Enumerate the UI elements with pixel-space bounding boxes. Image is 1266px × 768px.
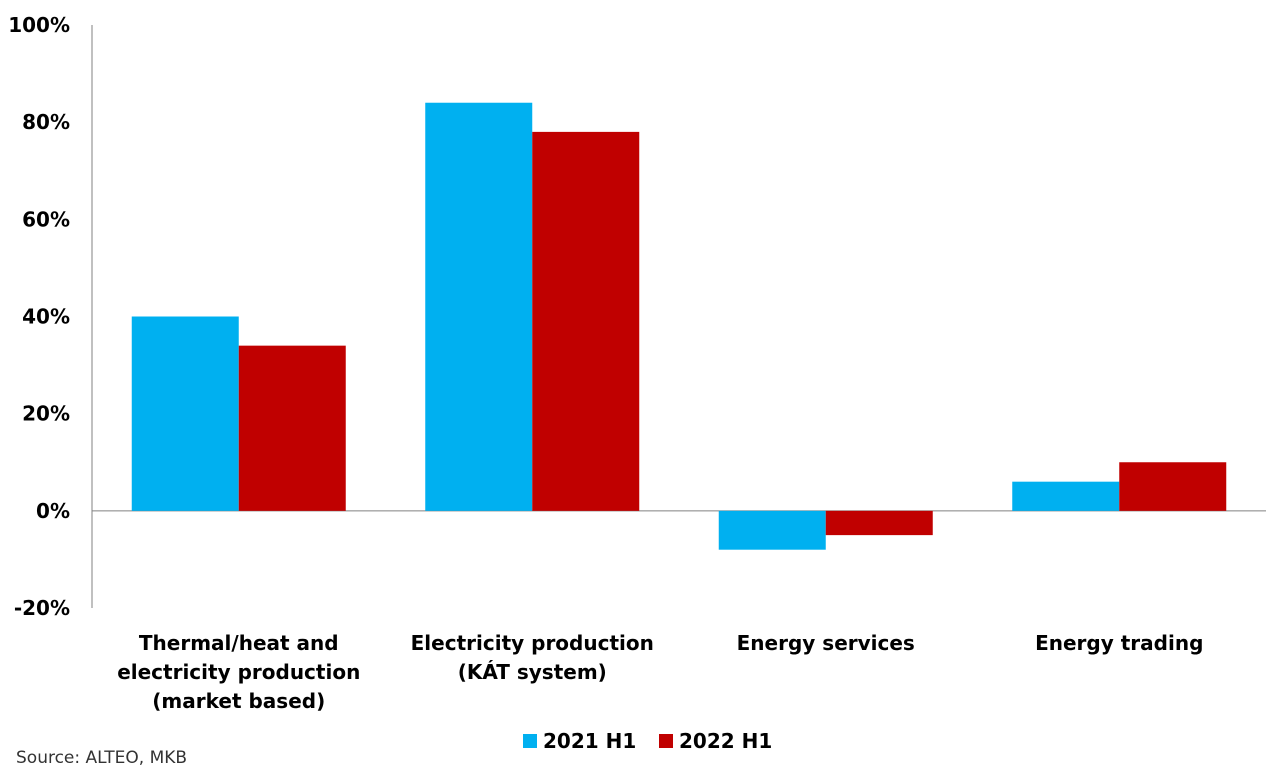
bar-2021-h1 (1012, 481, 1120, 511)
y-tick-label: 20% (22, 402, 70, 426)
x-category-label: Thermal/heat and electricity production (m… (117, 631, 360, 713)
y-tick-label: 80% (22, 110, 70, 134)
bars (131, 102, 1227, 550)
y-tick-label: 60% (22, 207, 70, 231)
y-tick-label: 100% (8, 13, 70, 37)
bar-2021-h1 (131, 316, 239, 511)
category-labels: Thermal/heat and electricity production (m… (117, 631, 1203, 713)
bar-2022-h1 (825, 510, 933, 536)
bar-2021-h1 (425, 102, 533, 511)
y-axis: 100% 80% 60% 40% 20% 0% -20% (8, 13, 1266, 620)
x-category-label: Electricity production (KÁT system) (411, 631, 654, 684)
x-category-label: Energy services (737, 631, 915, 655)
legend-label: 2022 H1 (679, 729, 772, 753)
y-tick-label: 40% (22, 305, 70, 329)
y-tick-label: 0% (36, 499, 70, 523)
bar-2022-h1 (238, 345, 346, 511)
y-tick-label: -20% (14, 596, 70, 620)
legend-label: 2021 H1 (543, 729, 636, 753)
source-note: Source: ALTEO, MKB (16, 748, 188, 768)
legend-swatch (523, 734, 537, 748)
bar-2021-h1 (718, 510, 826, 550)
x-category-label: Energy trading (1035, 631, 1203, 655)
bar-2022-h1 (1119, 462, 1227, 511)
legend-swatch (659, 734, 673, 748)
bar-2022-h1 (532, 131, 640, 511)
legend: 2021 H1 2022 H1 (523, 729, 772, 753)
